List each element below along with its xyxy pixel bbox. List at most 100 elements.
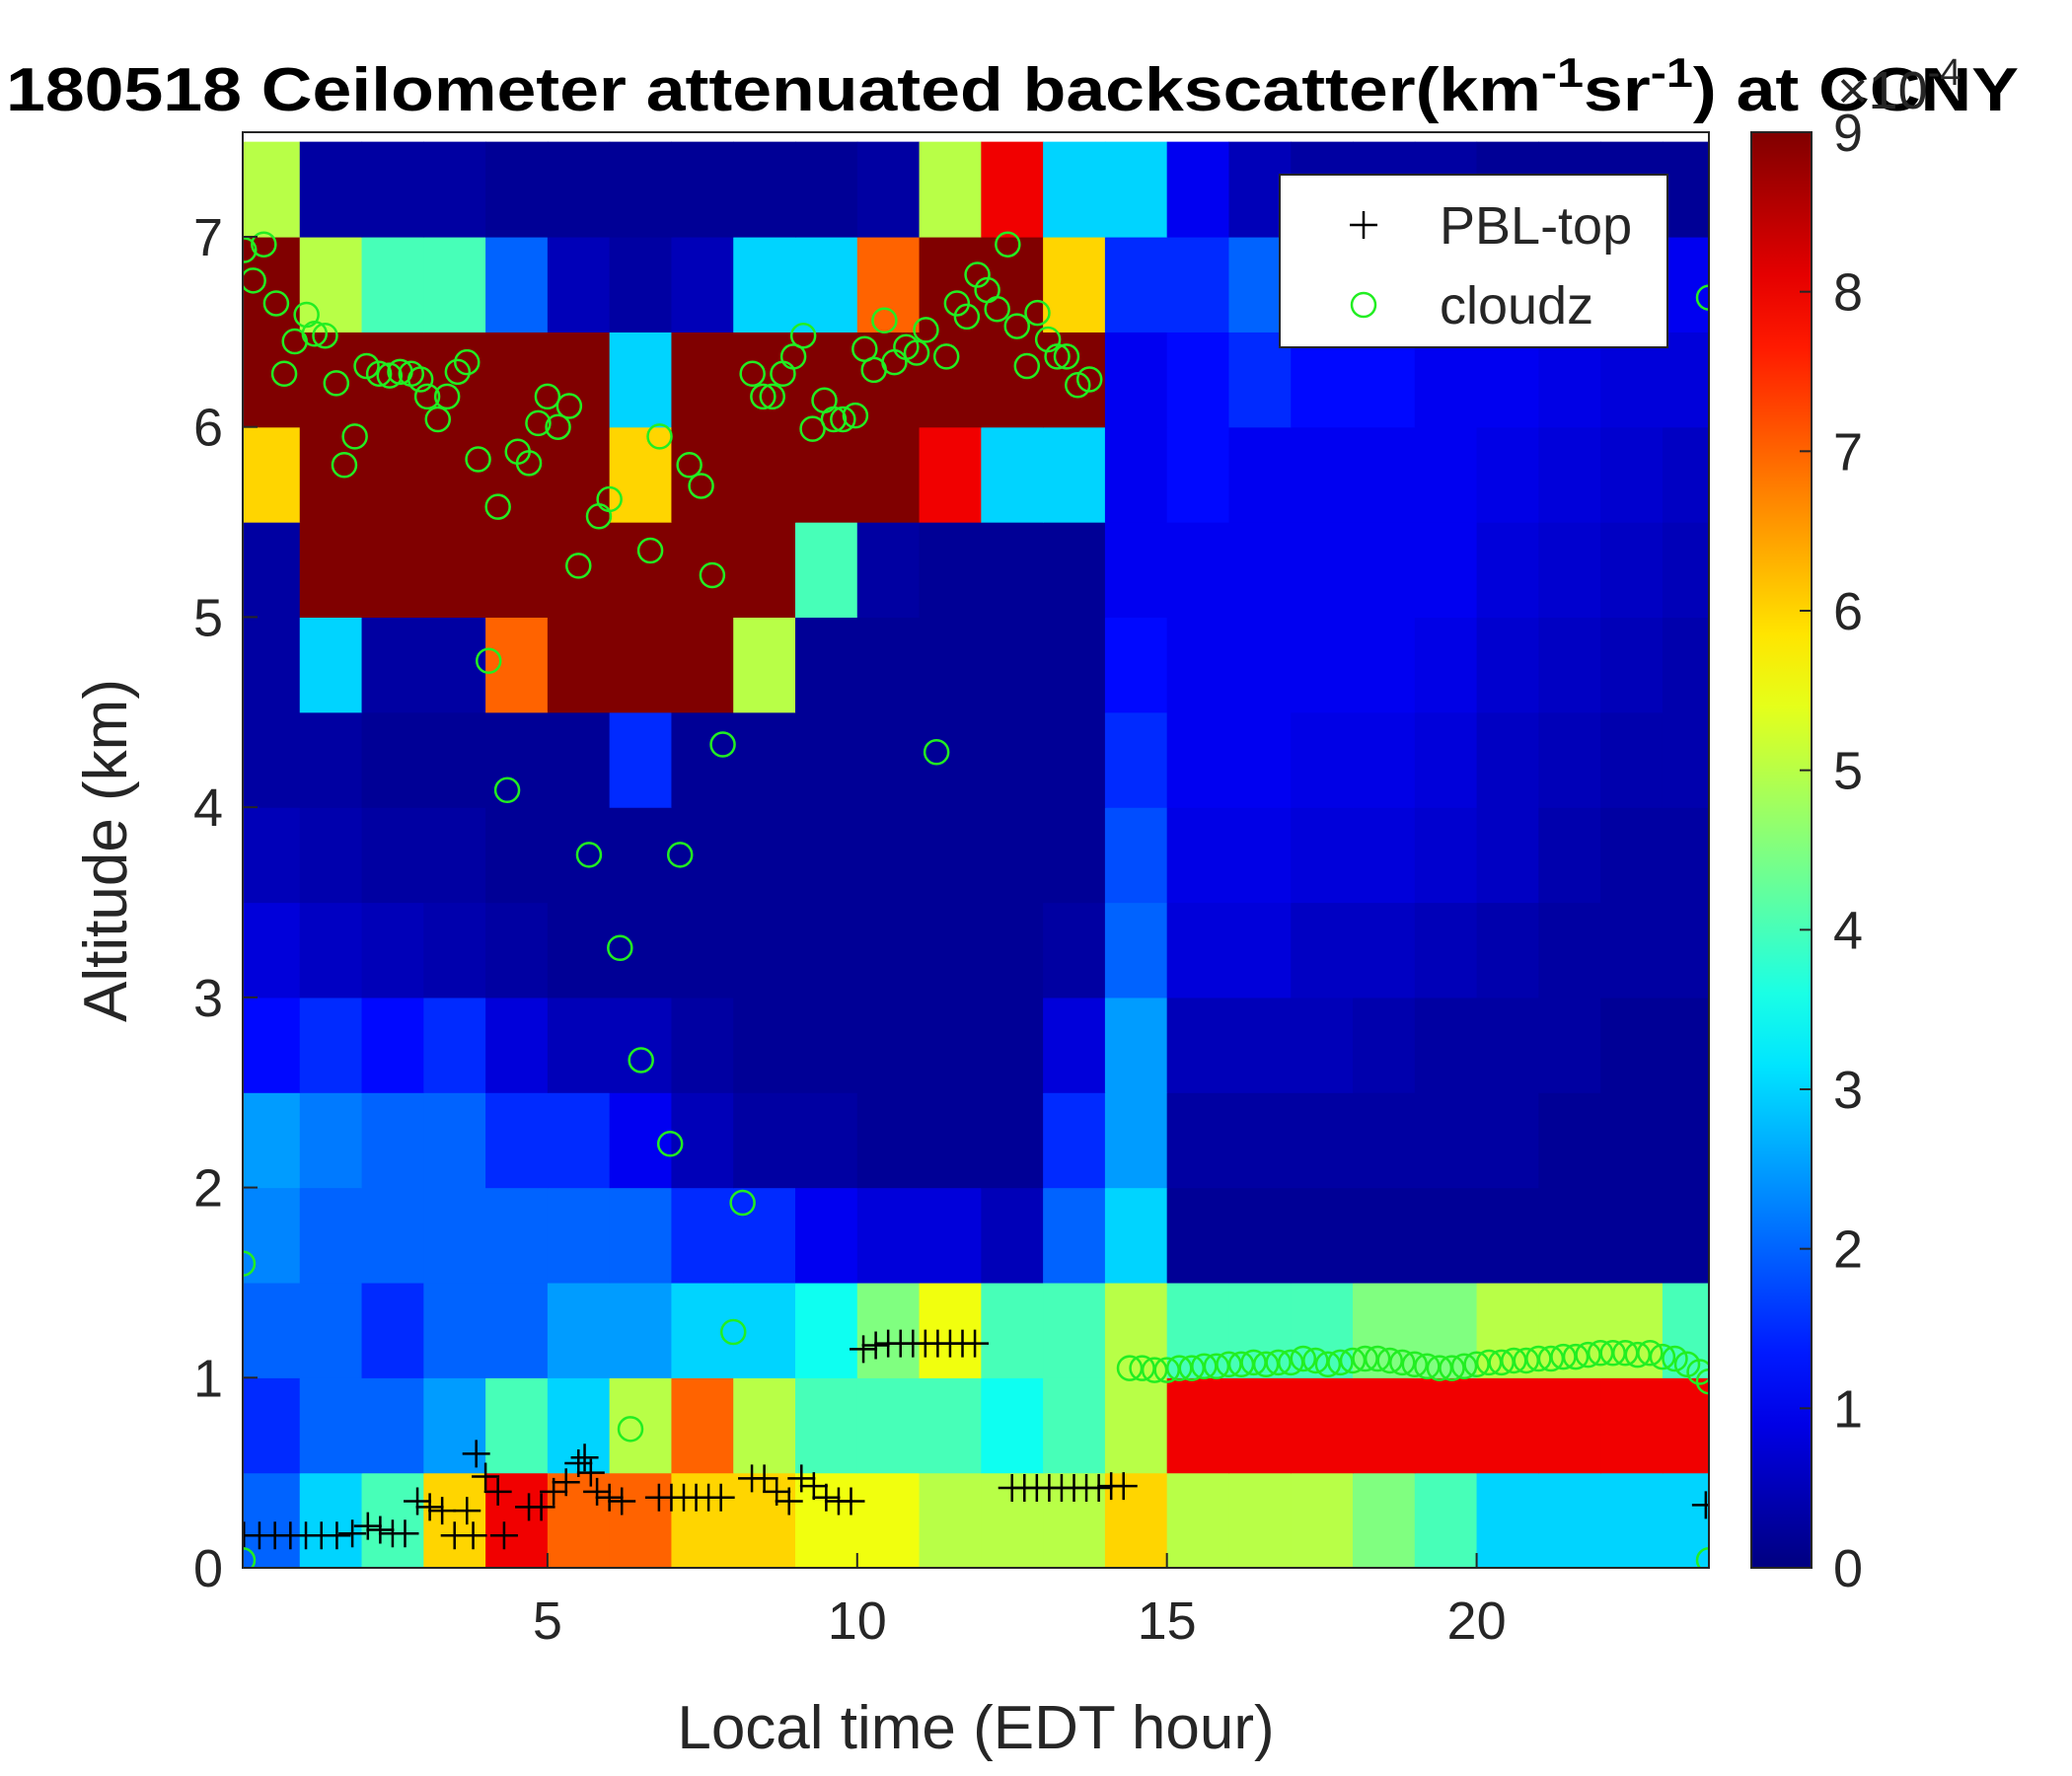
cloud-marker (953, 303, 981, 331)
cloud-marker (1599, 1339, 1626, 1367)
heatmap-cell (1414, 1377, 1478, 1474)
legend-label: PBL-top (1440, 196, 1632, 256)
heatmap-cell (794, 1377, 858, 1474)
heatmap-cell (794, 236, 858, 333)
heatmap-cell (1662, 902, 1709, 999)
heatmap-cell (981, 426, 1044, 523)
heatmap-cell (1228, 1282, 1292, 1378)
cloud-marker (830, 406, 856, 433)
heatmap-cell (1414, 1092, 1478, 1189)
pbl-marker (812, 1483, 841, 1512)
heatmap-cell (243, 236, 301, 333)
y-tick-label: 0 (193, 1539, 223, 1598)
heatmap-cell (794, 1282, 858, 1378)
colorbar-tick-label: 0 (1833, 1539, 1863, 1598)
heatmap-cell (919, 711, 982, 808)
heatmap-cell (609, 1187, 673, 1284)
heatmap-cell (856, 1377, 921, 1474)
heatmap-cell (1414, 522, 1478, 619)
cloud-marker (1537, 1345, 1565, 1372)
heatmap-cell (423, 426, 486, 523)
cloud-marker (1314, 1351, 1342, 1378)
heatmap-cell (794, 426, 858, 523)
heatmap-cell (1104, 1472, 1168, 1568)
colorbar-tick-label: 6 (1833, 582, 1863, 641)
pbl-marker (453, 1497, 481, 1525)
heatmap-cell (423, 807, 486, 904)
heatmap-cell (609, 711, 673, 808)
heatmap-cell (1104, 1377, 1168, 1474)
cloud-marker (1191, 1353, 1218, 1379)
heatmap-cell (1291, 522, 1354, 619)
heatmap-cell (1104, 1187, 1168, 1284)
heatmap-cell (423, 236, 486, 333)
heatmap-cell (1662, 236, 1709, 333)
heatmap-cell (1476, 1377, 1539, 1474)
heatmap-cell (299, 141, 363, 238)
heatmap-cell (1291, 1377, 1354, 1474)
heatmap-cell (733, 1377, 796, 1474)
heatmap-cell (919, 332, 982, 428)
cloud-marker (243, 237, 258, 263)
heatmap-cell (733, 902, 796, 999)
heatmap-cell (1166, 426, 1230, 523)
heatmap-cell (361, 1377, 424, 1474)
heatmap-cell (1353, 522, 1416, 619)
cloud-marker (1141, 1357, 1168, 1383)
heatmap-cell (1291, 997, 1354, 1093)
heatmap-cell (981, 711, 1044, 808)
text-part: ) at CCNY (1693, 56, 2019, 124)
heatmap-cell (609, 617, 673, 713)
pbl-marker (961, 1329, 990, 1358)
heatmap-cell (1538, 711, 1601, 808)
heatmap-cell (794, 902, 858, 999)
heatmap-cell (423, 902, 486, 999)
superscript: -4 (1928, 52, 1961, 94)
cloud-marker (243, 267, 266, 294)
heatmap-cell (1166, 1472, 1230, 1568)
heatmap-cell (423, 141, 486, 238)
superscript: -1 (1541, 49, 1584, 96)
cloud-marker (709, 731, 736, 758)
heatmap-cell (1043, 236, 1106, 333)
cloud-marker (1575, 1341, 1601, 1369)
y-tick-label: 1 (193, 1349, 223, 1408)
heatmap-cell (609, 1092, 673, 1189)
heatmap-cell (919, 141, 982, 238)
heatmap-cell (1662, 1092, 1709, 1189)
heatmap-cell (733, 997, 796, 1093)
heatmap-cell (1104, 141, 1168, 238)
heatmap-cell (1104, 807, 1168, 904)
pbl-marker (583, 1477, 612, 1506)
cloud-marker (534, 383, 561, 410)
heatmap-cell (299, 997, 363, 1093)
heatmap-cell (671, 807, 734, 904)
cloud-marker (688, 473, 714, 499)
heatmap-cell (1476, 997, 1539, 1093)
heatmap-cell (361, 617, 424, 713)
heatmap-cell (1291, 426, 1354, 523)
heatmap-cell (1228, 902, 1292, 999)
heatmap-cell (1476, 1092, 1539, 1189)
heatmap-cell (1476, 807, 1539, 904)
heatmap-cell (243, 522, 301, 619)
legend-marker (1350, 291, 1377, 319)
pbl-marker (1691, 1491, 1709, 1519)
cloud-marker (1500, 1347, 1527, 1374)
cloud-marker (789, 322, 817, 349)
heatmap-cell (609, 1282, 673, 1378)
pbl-marker (1109, 1472, 1138, 1501)
cloud-marker (301, 321, 329, 347)
heatmap-cell (1600, 617, 1664, 713)
heatmap-cell (671, 902, 734, 999)
cloud-marker (932, 343, 960, 370)
colorbar-tick-label: 1 (1833, 1379, 1863, 1439)
cloud-marker (1302, 1347, 1329, 1374)
pbl-marker (706, 1483, 735, 1512)
cloud-marker (1290, 1345, 1317, 1372)
heatmap-cell (1228, 711, 1292, 808)
heatmap-cell (1600, 997, 1664, 1093)
y-tick-label: 3 (193, 969, 223, 1028)
heatmap-cell (1166, 997, 1230, 1093)
